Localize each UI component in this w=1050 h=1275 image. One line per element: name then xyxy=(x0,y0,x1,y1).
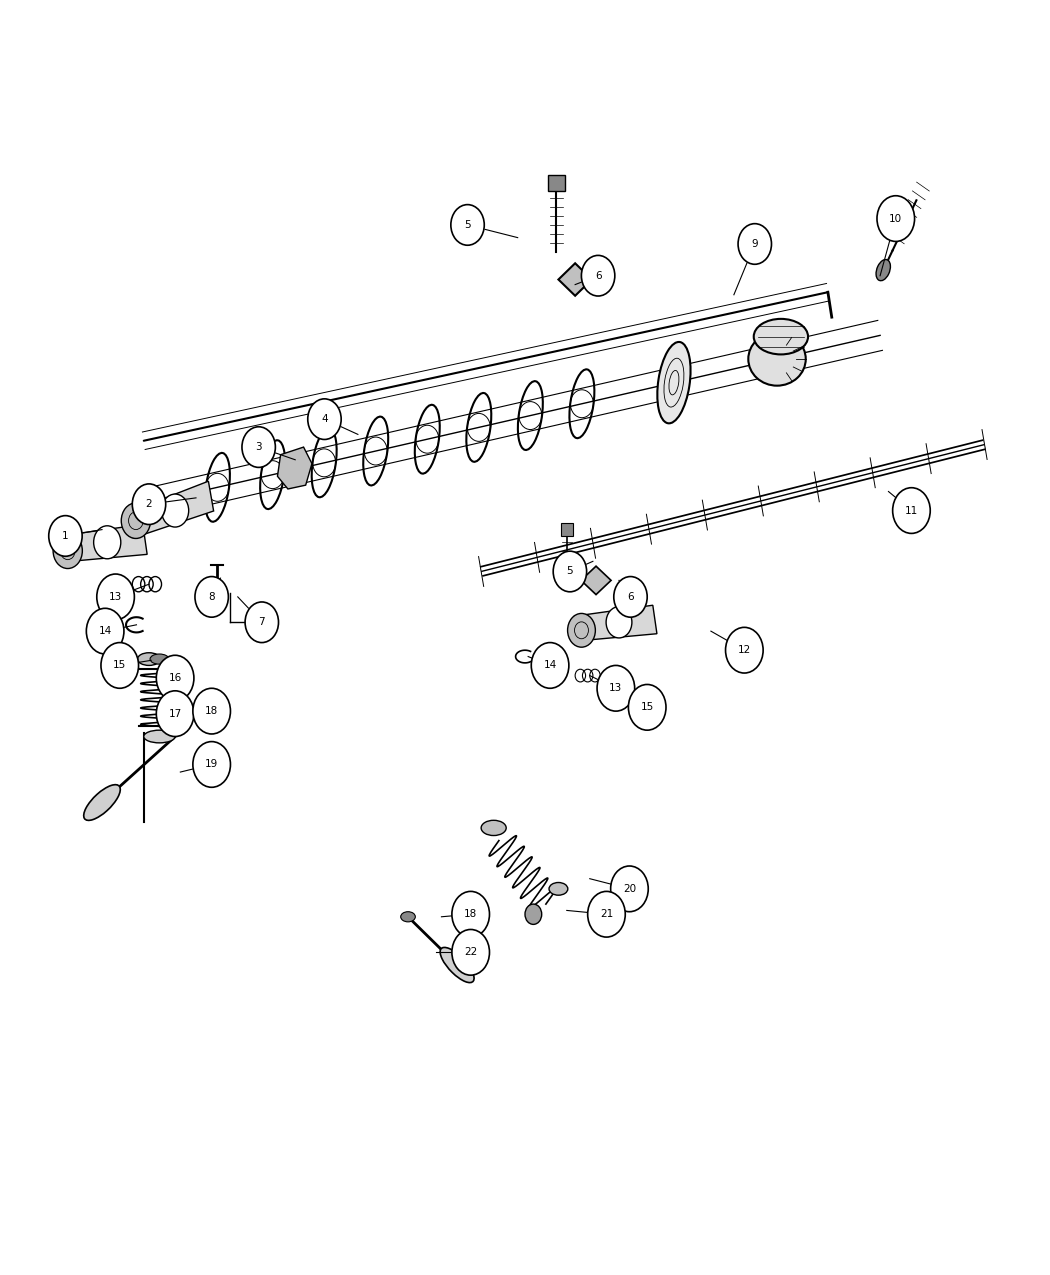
Ellipse shape xyxy=(749,333,805,385)
Polygon shape xyxy=(128,481,213,538)
Circle shape xyxy=(628,685,666,731)
Text: 12: 12 xyxy=(738,645,751,655)
Circle shape xyxy=(450,204,484,245)
Text: 19: 19 xyxy=(205,760,218,769)
Text: 14: 14 xyxy=(99,626,111,636)
Circle shape xyxy=(48,515,82,556)
Circle shape xyxy=(531,643,569,689)
Circle shape xyxy=(156,655,194,701)
Polygon shape xyxy=(573,606,657,641)
Circle shape xyxy=(553,551,587,592)
Text: 5: 5 xyxy=(567,566,573,576)
Circle shape xyxy=(614,576,647,617)
Polygon shape xyxy=(277,448,312,490)
Circle shape xyxy=(193,688,230,734)
Ellipse shape xyxy=(144,731,175,743)
Ellipse shape xyxy=(657,342,691,423)
Circle shape xyxy=(606,607,632,638)
Ellipse shape xyxy=(754,319,808,354)
Circle shape xyxy=(452,929,489,975)
Text: 14: 14 xyxy=(544,660,556,671)
Text: 17: 17 xyxy=(168,709,182,719)
Text: 15: 15 xyxy=(640,703,654,713)
Text: 13: 13 xyxy=(109,592,122,602)
Text: 11: 11 xyxy=(905,506,918,515)
FancyBboxPatch shape xyxy=(548,176,565,191)
Ellipse shape xyxy=(150,654,169,664)
Circle shape xyxy=(242,427,275,468)
Circle shape xyxy=(308,399,341,440)
Ellipse shape xyxy=(876,260,890,280)
Circle shape xyxy=(97,574,134,620)
Circle shape xyxy=(582,255,615,296)
Ellipse shape xyxy=(481,820,506,835)
Circle shape xyxy=(86,608,124,654)
Circle shape xyxy=(726,627,763,673)
Text: 6: 6 xyxy=(627,592,634,602)
Text: 22: 22 xyxy=(464,947,478,958)
Circle shape xyxy=(738,223,772,264)
Circle shape xyxy=(568,613,595,648)
Text: 20: 20 xyxy=(623,884,636,894)
Text: 7: 7 xyxy=(258,617,265,627)
Text: 4: 4 xyxy=(321,414,328,425)
Polygon shape xyxy=(60,524,147,562)
Text: 9: 9 xyxy=(752,238,758,249)
Text: 16: 16 xyxy=(168,673,182,683)
Circle shape xyxy=(101,643,139,689)
Text: 15: 15 xyxy=(113,660,126,671)
Circle shape xyxy=(611,866,648,912)
Circle shape xyxy=(193,742,230,787)
Text: 1: 1 xyxy=(62,530,68,541)
Circle shape xyxy=(877,196,915,241)
Text: 6: 6 xyxy=(594,270,602,280)
Text: 2: 2 xyxy=(146,500,152,509)
FancyBboxPatch shape xyxy=(561,523,573,536)
Circle shape xyxy=(93,525,121,558)
Circle shape xyxy=(162,493,189,527)
Text: 8: 8 xyxy=(208,592,215,602)
Text: 18: 18 xyxy=(464,909,478,919)
Ellipse shape xyxy=(84,784,121,820)
Circle shape xyxy=(597,666,634,711)
Circle shape xyxy=(195,576,229,617)
Circle shape xyxy=(452,891,489,937)
Circle shape xyxy=(132,484,166,524)
Text: 13: 13 xyxy=(609,683,623,694)
Polygon shape xyxy=(559,263,592,296)
Circle shape xyxy=(121,502,150,538)
Circle shape xyxy=(588,891,625,937)
Circle shape xyxy=(525,904,542,924)
Ellipse shape xyxy=(549,882,568,895)
Text: 10: 10 xyxy=(889,214,902,223)
Circle shape xyxy=(892,488,930,533)
Circle shape xyxy=(156,691,194,737)
Polygon shape xyxy=(581,566,611,594)
Text: 21: 21 xyxy=(600,909,613,919)
Text: 5: 5 xyxy=(464,219,470,230)
Circle shape xyxy=(54,533,82,569)
Circle shape xyxy=(245,602,278,643)
Text: 3: 3 xyxy=(255,442,262,453)
Text: 18: 18 xyxy=(205,706,218,717)
Ellipse shape xyxy=(138,653,161,666)
Ellipse shape xyxy=(440,947,475,983)
Ellipse shape xyxy=(401,912,416,922)
